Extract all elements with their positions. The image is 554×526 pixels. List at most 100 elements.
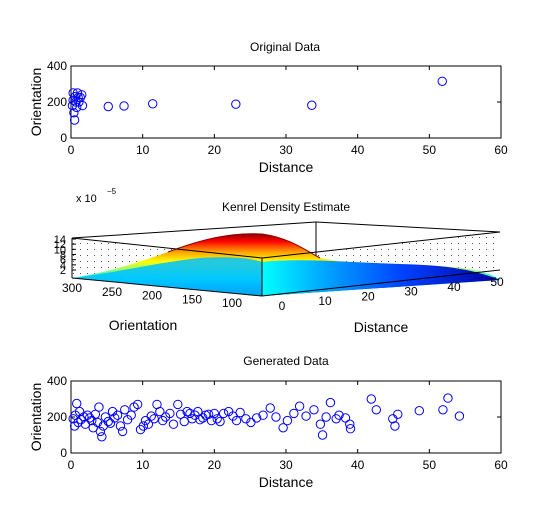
original-x-label: Distance <box>259 159 314 175</box>
distance-tick-label: 50 <box>490 275 504 289</box>
data-point-marker <box>69 421 80 431</box>
orientation-tick-label: 200 <box>142 289 162 303</box>
y-tick-label: 0 <box>60 446 67 460</box>
x-tick-label: 30 <box>279 143 293 157</box>
data-point-marker <box>112 410 123 420</box>
data-point-marker <box>212 414 222 424</box>
original-y-label: Orientation <box>28 68 44 136</box>
original-axes-box <box>70 65 502 139</box>
data-point-marker <box>231 99 241 109</box>
original-y-ticks: 0 200 400 <box>47 59 501 145</box>
data-point-marker <box>393 409 403 419</box>
generated-x-ticks: 0 10 20 30 40 50 60 <box>68 381 508 472</box>
data-point-marker <box>105 418 116 428</box>
data-point-marker <box>77 90 87 100</box>
kde-exponent-base: x 10 <box>76 193 97 205</box>
data-point-marker <box>69 108 79 118</box>
y-tick-label: 0 <box>60 131 67 145</box>
x-tick-label: 40 <box>351 143 365 157</box>
data-point-marker <box>438 405 448 415</box>
data-point-marker <box>301 411 311 421</box>
original-points <box>67 76 447 125</box>
data-point-marker <box>149 414 159 424</box>
data-point-marker <box>94 402 104 412</box>
z-tick-label: 6 <box>60 255 66 267</box>
data-point-marker <box>289 408 299 419</box>
distance-tick-label: 10 <box>318 294 332 308</box>
generated-x-label: Distance <box>259 474 314 490</box>
kde-back-edge-top-right <box>315 221 501 233</box>
data-point-marker <box>366 394 376 404</box>
data-point-marker <box>185 408 195 419</box>
data-point-marker <box>251 413 262 423</box>
x-tick-label: 30 <box>279 458 293 472</box>
kde-exponent-power: −5 <box>107 187 117 196</box>
data-point-marker <box>179 416 189 427</box>
generated-y-label: Orientation <box>28 383 44 451</box>
data-point-marker <box>143 419 154 429</box>
z-tick-label: 2 <box>60 265 66 277</box>
data-point-marker <box>340 413 351 423</box>
data-point-marker <box>126 410 136 420</box>
data-point-marker <box>231 415 242 426</box>
data-point-marker <box>138 421 149 431</box>
y-tick-label: 400 <box>47 374 67 388</box>
orientation-tick-label: 300 <box>62 281 82 295</box>
data-point-marker <box>258 410 268 420</box>
original-data-plot: Original Data 0 200 400 0 10 20 30 40 50 60 Dist… <box>28 40 508 175</box>
data-point-marker <box>203 409 214 419</box>
data-point-marker <box>218 408 229 419</box>
kde-top-edge-right <box>261 231 501 259</box>
data-point-marker <box>77 100 88 111</box>
data-point-marker <box>209 408 220 419</box>
data-point-marker <box>390 421 400 431</box>
data-point-marker <box>282 415 293 426</box>
kde-distance-label: Distance <box>354 319 409 335</box>
data-point-marker <box>334 410 344 420</box>
x-tick-label: 10 <box>136 143 150 157</box>
data-point-marker <box>165 408 175 419</box>
data-point-marker <box>278 423 288 433</box>
orientation-tick-label: 250 <box>102 285 122 299</box>
data-point-marker <box>321 412 331 422</box>
z-tick-label: 10 <box>54 244 66 256</box>
generated-data-plot: Generated Data 0 200 400 0 10 20 30 40 50 60 Dis… <box>28 354 508 490</box>
kde-surface-plot: x 10 −5 Kenrel Density Estimate 24681012… <box>54 187 504 335</box>
x-tick-label: 60 <box>494 143 508 157</box>
z-tick-label: 4 <box>60 260 66 272</box>
data-point-marker <box>95 426 106 437</box>
data-point-marker <box>454 411 465 421</box>
data-point-marker <box>443 393 453 403</box>
data-point-marker <box>265 403 275 413</box>
x-tick-label: 20 <box>208 458 222 472</box>
data-point-marker <box>97 432 107 442</box>
data-point-marker <box>73 417 83 428</box>
data-point-marker <box>317 430 328 440</box>
x-tick-label: 0 <box>68 143 75 157</box>
distance-tick-label: 20 <box>361 289 375 303</box>
data-point-marker <box>246 417 256 428</box>
generated-y-ticks: 0 200 400 <box>47 374 501 460</box>
kde-back-edge-top-left <box>71 221 317 239</box>
data-point-marker <box>107 406 118 417</box>
orientation-tick-label: 150 <box>182 292 202 306</box>
data-point-marker <box>72 398 82 409</box>
data-point-marker <box>155 406 165 417</box>
y-tick-label: 200 <box>47 95 67 109</box>
x-tick-label: 0 <box>68 458 75 472</box>
z-tick-label: 14 <box>54 234 66 246</box>
data-point-marker <box>241 414 251 424</box>
data-point-marker <box>173 399 183 410</box>
data-point-marker <box>307 100 317 110</box>
kde-orientation-label: Orientation <box>109 317 177 333</box>
data-point-marker <box>414 406 424 416</box>
kde-top-edge-left <box>71 237 263 259</box>
generated-points <box>68 393 465 442</box>
data-point-marker <box>437 76 447 87</box>
kde-orientation-ticks: 300 250 200 150 100 <box>62 281 242 310</box>
data-point-marker <box>115 421 126 431</box>
z-tick-label: 12 <box>54 239 66 251</box>
data-point-marker <box>182 406 192 417</box>
